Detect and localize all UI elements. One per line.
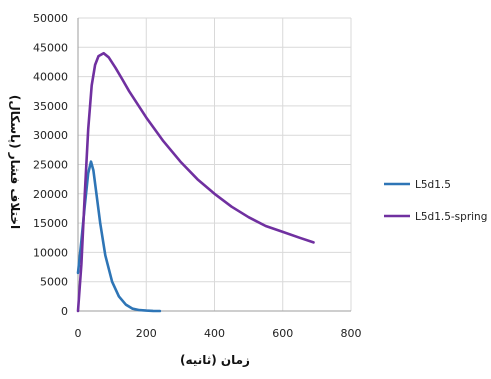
series-group	[76, 51, 315, 313]
series-line-1	[76, 160, 162, 313]
y-tick-label: 5000	[40, 276, 68, 289]
series-line-2	[76, 51, 315, 313]
y-axis-title: اختلاف فشار (پاسکال)	[8, 95, 22, 229]
y-tick-label: 40000	[33, 71, 68, 84]
x-tick-label: 200	[136, 327, 157, 340]
x-tick-label: 400	[204, 327, 225, 340]
grid	[77, 17, 352, 312]
x-tick-label: 0	[75, 327, 82, 340]
x-axis-title: زمان (ثانیه)	[180, 353, 250, 367]
y-tick-label: 20000	[33, 188, 68, 201]
x-tick-label: 800	[341, 327, 362, 340]
y-tick-label: 35000	[33, 100, 68, 113]
y-tick-label: 0	[61, 305, 68, 318]
legend: L5d1.5 L5d1.5-spring	[384, 179, 487, 223]
legend-label-1: L5d1.5	[415, 179, 451, 191]
y-tick-label: 15000	[33, 217, 68, 230]
legend-label-2: L5d1.5-spring	[415, 211, 487, 223]
y-tick-label: 30000	[33, 129, 68, 142]
y-tick-label: 25000	[33, 159, 68, 172]
x-tick-label: 600	[272, 327, 293, 340]
y-tick-label: 50000	[33, 12, 68, 25]
y-tick-label: 10000	[33, 246, 68, 259]
y-tick-label: 45000	[33, 41, 68, 54]
